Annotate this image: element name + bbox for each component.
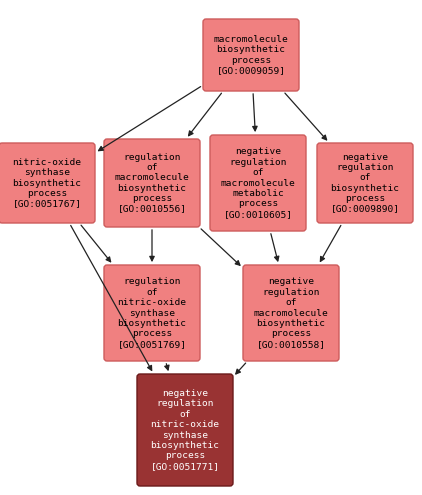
Text: negative
regulation
of
macromolecule
biosynthetic
process
[GO:0010558]: negative regulation of macromolecule bio…: [254, 277, 328, 348]
Text: regulation
of
nitric-oxide
synthase
biosynthetic
process
[GO:0051769]: regulation of nitric-oxide synthase bios…: [117, 277, 187, 348]
FancyBboxPatch shape: [243, 265, 339, 361]
Text: negative
regulation
of
nitric-oxide
synthase
biosynthetic
process
[GO:0051771]: negative regulation of nitric-oxide synt…: [151, 389, 219, 471]
FancyBboxPatch shape: [0, 143, 95, 223]
Text: negative
regulation
of
biosynthetic
process
[GO:0009890]: negative regulation of biosynthetic proc…: [330, 152, 400, 213]
Text: regulation
of
macromolecule
biosynthetic
process
[GO:0010556]: regulation of macromolecule biosynthetic…: [115, 152, 189, 213]
FancyBboxPatch shape: [104, 265, 200, 361]
Text: nitric-oxide
synthase
biosynthetic
process
[GO:0051767]: nitric-oxide synthase biosynthetic proce…: [13, 158, 81, 208]
FancyBboxPatch shape: [104, 139, 200, 227]
FancyBboxPatch shape: [203, 19, 299, 91]
Text: negative
regulation
of
macromolecule
metabolic
process
[GO:0010605]: negative regulation of macromolecule met…: [221, 148, 295, 219]
Text: macromolecule
biosynthetic
process
[GO:0009059]: macromolecule biosynthetic process [GO:0…: [214, 35, 288, 75]
FancyBboxPatch shape: [137, 374, 233, 486]
FancyBboxPatch shape: [210, 135, 306, 231]
FancyBboxPatch shape: [317, 143, 413, 223]
